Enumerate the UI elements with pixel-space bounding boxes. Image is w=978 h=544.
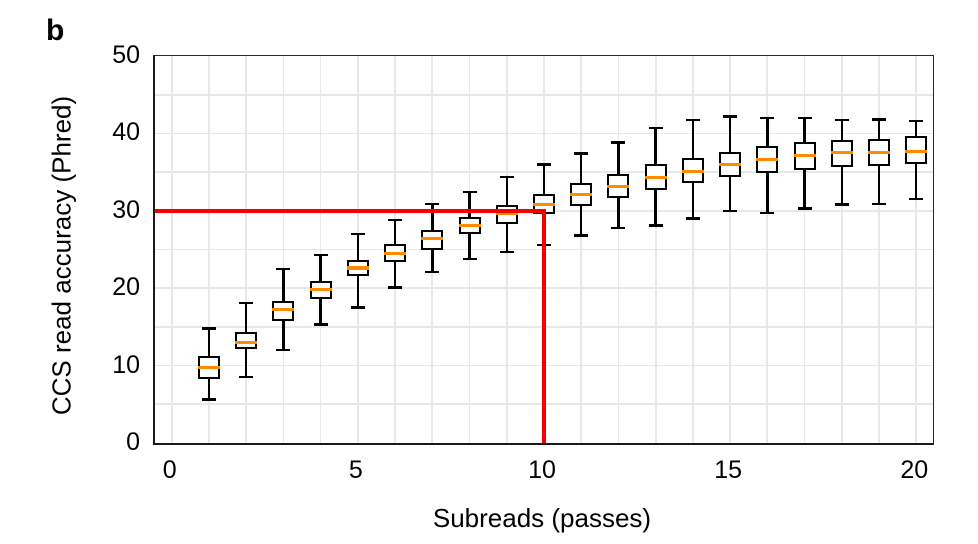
whisker-cap-bottom — [685, 217, 700, 220]
median-line — [421, 237, 444, 241]
median-line — [235, 340, 258, 344]
y-tick-label: 40 — [112, 118, 140, 147]
whisker-cap-bottom — [276, 348, 291, 352]
whisker-cap-bottom — [499, 250, 514, 253]
y-tick-label: 20 — [112, 273, 140, 302]
whisker-cap-bottom — [648, 224, 663, 227]
median-line — [868, 151, 891, 155]
y-tick-label: 30 — [112, 195, 140, 224]
whisker-cap-bottom — [872, 202, 887, 206]
box-iqr — [235, 331, 258, 350]
horizontal-gridline — [155, 93, 933, 96]
whisker-cap-bottom — [239, 376, 254, 379]
whisker-cap-top — [499, 175, 514, 178]
median-line — [495, 212, 518, 216]
x-tick-label: 15 — [714, 456, 743, 484]
panel-label: b — [46, 14, 65, 47]
reference-line-horizontal — [155, 209, 546, 213]
whisker-cap-top — [909, 119, 924, 123]
median-line — [830, 151, 853, 155]
median-line — [719, 162, 742, 166]
y-tick-label: 10 — [112, 350, 140, 379]
y-axis-title: CCS read accuracy (Phred) — [46, 95, 77, 416]
x-axis-title: Subreads (passes) — [432, 503, 652, 533]
whisker-cap-top — [648, 126, 663, 130]
whisker-cap-bottom — [797, 207, 812, 210]
y-tick-label: 0 — [126, 428, 140, 456]
whisker-cap-top — [834, 119, 849, 122]
median-line — [346, 266, 369, 270]
whisker-cap-top — [574, 152, 589, 155]
whisker-cap-bottom — [425, 270, 440, 274]
whisker-cap-top — [388, 218, 403, 222]
whisker-cap-bottom — [723, 209, 738, 212]
whisker-cap-top — [872, 118, 887, 121]
whisker-cap-top — [797, 116, 812, 120]
whisker-cap-bottom — [462, 257, 477, 260]
whisker-cap-bottom — [388, 286, 403, 289]
horizontal-gridline — [155, 132, 933, 135]
whisker-cap-bottom — [834, 203, 849, 206]
median-line — [272, 308, 295, 312]
whisker-cap-top — [760, 116, 775, 120]
median-line — [644, 175, 667, 180]
median-line — [681, 169, 704, 173]
whisker-cap-top — [350, 232, 365, 236]
whisker-cap-top — [611, 141, 626, 144]
whisker-cap-top — [462, 191, 477, 194]
whisker-cap-top — [425, 202, 440, 206]
whisker-cap-bottom — [350, 306, 365, 309]
whisker-cap-top — [239, 301, 254, 305]
whisker-cap-bottom — [760, 211, 775, 215]
median-line — [793, 154, 816, 158]
x-tick-label: 10 — [528, 456, 556, 484]
whisker-cap-bottom — [611, 226, 626, 230]
median-line — [570, 192, 593, 197]
x-tick-label: 20 — [900, 456, 929, 484]
whisker-cap-bottom — [313, 323, 328, 326]
median-line — [905, 149, 928, 153]
median-line — [607, 185, 630, 189]
median-line — [458, 223, 481, 228]
y-tick-label: 50 — [112, 41, 140, 69]
median-line — [533, 203, 555, 207]
median-line — [756, 158, 779, 162]
whisker-cap-top — [276, 267, 291, 271]
median-line — [384, 251, 407, 255]
median-line — [197, 365, 220, 369]
whisker-cap-bottom — [574, 234, 589, 237]
whisker-cap-top — [723, 115, 738, 118]
plot-area — [153, 55, 934, 445]
whisker-cap-top — [685, 119, 700, 122]
whisker-cap-bottom — [201, 398, 216, 401]
reference-line-vertical — [542, 209, 546, 443]
x-tick-label: 5 — [348, 456, 363, 484]
median-line — [309, 288, 332, 292]
whisker-cap-bottom — [909, 197, 924, 201]
x-tick-label: 0 — [162, 456, 177, 484]
whisker-cap-top — [537, 163, 551, 166]
whisker-cap-top — [201, 327, 216, 330]
whisker-cap-top — [313, 253, 328, 257]
